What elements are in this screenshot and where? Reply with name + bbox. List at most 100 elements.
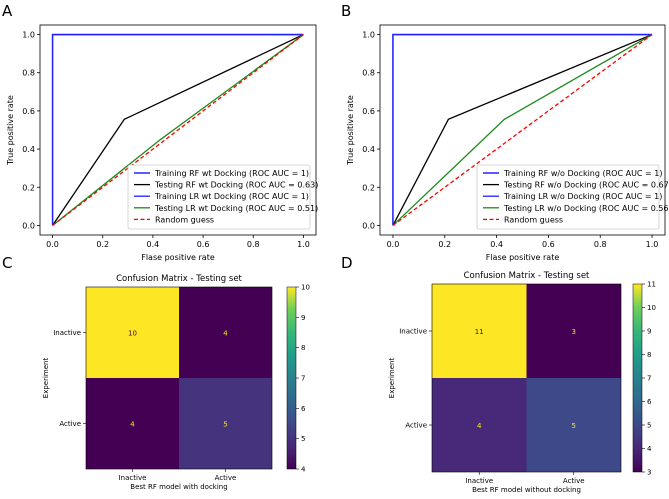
cm-cell-value: 10 (128, 330, 137, 338)
cm-cell (86, 287, 179, 378)
colorbar (632, 283, 643, 473)
x-tick-label: 0.4 (147, 240, 160, 249)
y-tick-label: 0.0 (362, 221, 375, 230)
cm-x-axis-label: Best RF model without docking (472, 486, 581, 494)
cm-cell-value: 3 (572, 328, 576, 336)
confusion-matrix-d: Confusion Matrix - Testing set 11 3 4 5 Inact… (388, 271, 656, 494)
legend-label-2: Training LR wt Docking (ROC AUC = 1) (154, 192, 309, 201)
cm-y-axis-label: Experiment (42, 358, 50, 399)
colorbar-tick-label: 4 (647, 445, 652, 453)
y-tick-label: 1.0 (362, 31, 375, 40)
cm-x-tick-label: Active (563, 477, 585, 485)
cm-cell-value: 5 (223, 421, 227, 429)
panel-letter-c: C (2, 254, 12, 272)
cm-x-tick-label: Inactive (465, 477, 493, 485)
cm-x-axis-label: Best RF model with docking (130, 483, 227, 491)
y-tick-label: 0.8 (362, 69, 375, 78)
cm-cell-value: 5 (572, 422, 576, 430)
x-tick-label: 0.4 (490, 240, 503, 249)
cm-y-tick-label: Inactive (53, 329, 81, 337)
cm-x-tick-label: Inactive (119, 474, 147, 482)
y-tick-label: 0.4 (362, 145, 375, 154)
y-tick-label: 0.4 (22, 145, 35, 154)
colorbar-tick-label: 7 (301, 375, 305, 383)
cm-cell (526, 378, 621, 472)
colorbar-tick-label: 3 (647, 469, 651, 477)
colorbar-tick-label: 9 (647, 328, 651, 336)
cm-cell (179, 378, 272, 469)
x-tick-label: 0.8 (247, 240, 260, 249)
legend-box (127, 164, 311, 230)
series-line-2 (51, 33, 304, 226)
x-axis-label: Flase positive rate (486, 253, 560, 262)
legend-label-4: Random guess (504, 215, 563, 224)
legend-label-1: Testing RF w/o Docking (ROC AUC = 0.67) (503, 181, 669, 190)
x-tick-label: 0.0 (387, 240, 400, 249)
x-axis-label: Flase positive rate (141, 253, 215, 262)
x-tick-label: 0.2 (96, 240, 109, 249)
cm-title: Confusion Matrix - Testing set (464, 271, 590, 281)
series-line-3 (392, 33, 653, 226)
cm-cell-value: 11 (475, 328, 484, 336)
colorbar-tick-label: 6 (301, 405, 306, 413)
legend-label-1: Testing RF wt Docking (ROC AUC = 0.63) (154, 181, 318, 190)
roc-chart-a: 0.0 0.2 0.4 0.6 0.8 1.0 0.0 0.2 0.4 0.6 0.8 1.0 Flas… (6, 24, 318, 262)
colorbar-tick-label: 7 (647, 375, 651, 383)
y-tick-label: 0.6 (22, 107, 35, 116)
cm-y-tick-label: Active (59, 420, 81, 428)
x-tick-label: 1.0 (297, 240, 310, 249)
x-tick-label: 0.8 (594, 240, 607, 249)
y-tick-label: 0.0 (22, 221, 35, 230)
series-line-1 (52, 33, 304, 226)
series-line-3 (52, 34, 304, 226)
cm-cell (179, 287, 272, 378)
confusion-matrix-c: Confusion Matrix - Testing set 10 4 4 5 Inact… (42, 274, 310, 491)
cm-cell-value: 4 (130, 421, 135, 429)
x-tick-label: 1.0 (646, 240, 659, 249)
cm-x-tick-label: Active (215, 474, 237, 482)
y-tick-label: 0.8 (22, 69, 35, 78)
colorbar-tick-label: 8 (301, 344, 305, 352)
x-tick-label: 0.0 (46, 240, 59, 249)
cm-y-tick-label: Inactive (399, 328, 427, 336)
cm-y-axis-label: Experiment (388, 358, 396, 399)
series-line-2 (392, 33, 653, 226)
legend-label-2: Training LR w/o Docking (ROC AUC = 1) (503, 192, 662, 201)
cm-title: Confusion Matrix - Testing set (116, 274, 242, 284)
y-tick-label: 1.0 (22, 31, 35, 40)
colorbar-tick-label: 6 (647, 398, 652, 406)
cm-frame (431, 283, 622, 473)
legend-box (476, 164, 660, 230)
y-axis-label: True positive rate (346, 95, 355, 166)
y-axis-label: True positive rate (6, 95, 15, 166)
legend-label-4: Random guess (155, 215, 214, 224)
colorbar-tick-label: 4 (301, 466, 306, 474)
colorbar-tick-label: 11 (647, 281, 656, 289)
cm-cell (432, 378, 527, 472)
cm-cell-value: 4 (223, 330, 228, 338)
legend-label-3: Testing LR w/o Docking (ROC AUC = 0.56) (503, 204, 669, 213)
y-tick-label: 0.6 (362, 107, 375, 116)
panel-letter-b: B (341, 2, 351, 20)
cm-cell (86, 378, 179, 469)
y-tick-label: 0.2 (362, 183, 375, 192)
cm-cell-value: 4 (477, 422, 482, 430)
cm-y-tick-label: Active (405, 422, 427, 430)
legend-label-0: Training RF w/o Docking (ROC AUC = 1) (503, 169, 663, 178)
colorbar (286, 286, 297, 470)
cm-cell (432, 284, 527, 378)
series-line-4 (52, 34, 304, 226)
series-line-1 (392, 33, 653, 226)
colorbar-tick-label: 9 (301, 314, 305, 322)
x-tick-label: 0.6 (197, 240, 210, 249)
legend-label-0: Training RF wt Docking (ROC AUC = 1) (154, 169, 309, 178)
colorbar-tick-label: 5 (301, 435, 305, 443)
x-tick-label: 0.2 (438, 240, 451, 249)
series-line-4 (392, 34, 653, 226)
colorbar-tick-label: 8 (647, 351, 651, 359)
x-tick-label: 0.6 (542, 240, 555, 249)
colorbar-tick-label: 5 (647, 422, 651, 430)
cm-frame (85, 286, 273, 470)
colorbar-tick-label: 10 (301, 284, 310, 292)
